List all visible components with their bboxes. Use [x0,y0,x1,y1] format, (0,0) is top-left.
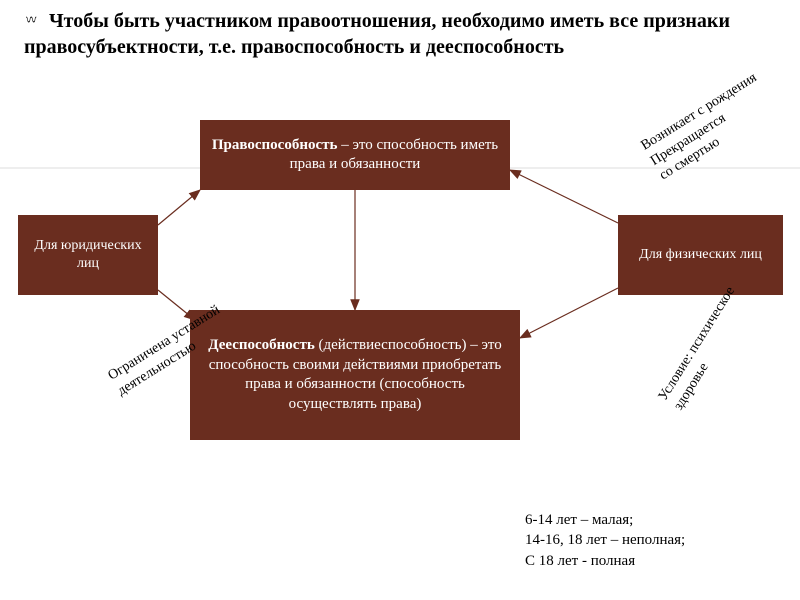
connector-arrow [158,190,200,225]
definition: Для физических лиц [639,247,762,262]
definition: Для юридических лиц [34,238,141,271]
connector-arrow [520,288,618,338]
age-notes: 6-14 лет – малая;14-16, 18 лет – неполна… [525,510,685,571]
box-pravosposobnost: Правоспособность – это способность иметь… [200,120,510,190]
connector-arrow [510,170,618,223]
term: Правоспособность [212,137,338,153]
label-mental-health: Условие: психическое здоровье [655,284,754,414]
label-arises-birth: Возникает с рождения Прекращается со сме… [638,69,779,184]
box-individuals: Для физических лиц [618,215,783,295]
box-legal-entities: Для юридических лиц [18,215,158,295]
term: Дееспособность [208,337,315,353]
heading: Чтобы быть участником правоотношения, не… [24,8,776,60]
box-deesposobnost: Дееспособность (действиеспособность) – э… [190,310,520,440]
